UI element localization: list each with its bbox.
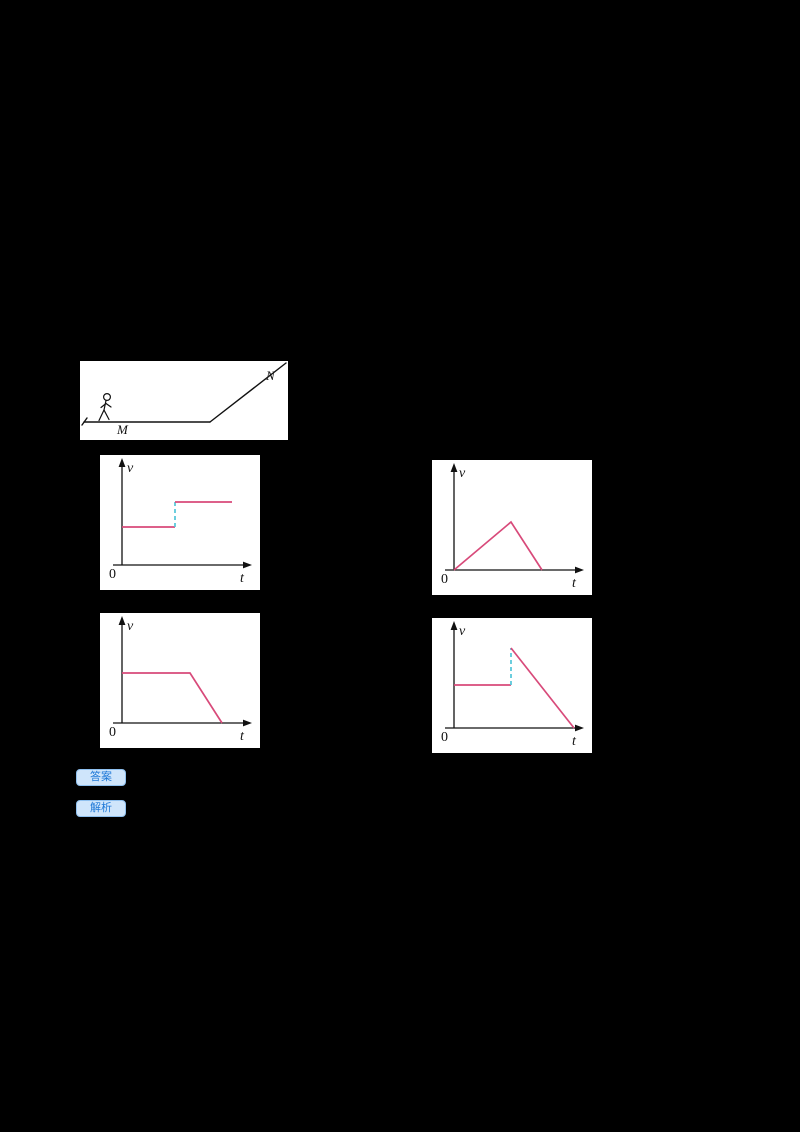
vt-graph-option-b: v 0 t [432, 460, 592, 595]
label-M: M [116, 422, 129, 437]
vt-graph-option-a: v 0 t [100, 455, 260, 590]
axes [445, 463, 584, 574]
curve-option-d [454, 647, 575, 729]
origin-label: 0 [441, 730, 448, 745]
axes [113, 458, 252, 569]
curve-option-c [122, 672, 223, 724]
y-axis-label: v [459, 466, 466, 481]
curve-option-b [453, 520, 543, 571]
walking-person-icon [98, 392, 112, 422]
x-axis-label: t [572, 576, 577, 591]
vt-graph-option-c: v 0 t [100, 613, 260, 748]
analysis-badge[interactable]: 解析 [76, 800, 126, 817]
y-axis-label: v [127, 619, 134, 634]
axes [445, 621, 584, 732]
x-axis-label: t [240, 729, 245, 744]
answer-badge[interactable]: 答案 [76, 769, 126, 786]
y-axis-label: v [127, 461, 134, 476]
axes [113, 616, 252, 727]
curve-option-a [122, 501, 232, 528]
incline-diagram: M N [80, 361, 288, 440]
y-axis-label: v [459, 624, 466, 639]
x-axis-label: t [240, 571, 245, 586]
origin-label: 0 [109, 567, 116, 582]
ground-and-incline-lines [81, 362, 287, 426]
origin-label: 0 [441, 572, 448, 587]
label-N: N [265, 368, 276, 383]
vt-graph-option-d: v 0 t [432, 618, 592, 753]
x-axis-label: t [572, 734, 577, 749]
origin-label: 0 [109, 725, 116, 740]
